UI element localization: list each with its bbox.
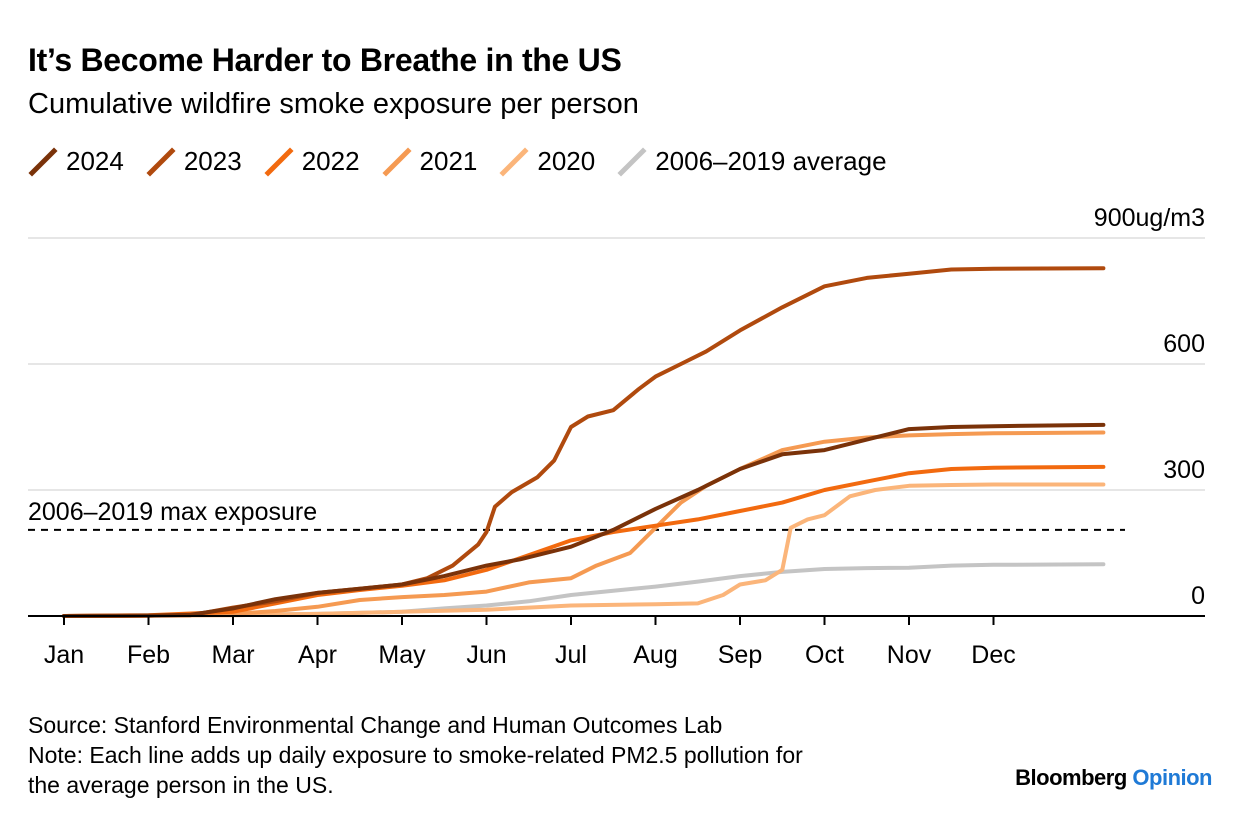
y-tick-label-600: 600 xyxy=(1163,330,1205,358)
x-tick-label-dec: Dec xyxy=(971,641,1015,669)
legend-item-2020: 2020 xyxy=(499,146,595,177)
legend-label-2023: 2023 xyxy=(183,146,242,176)
x-tick-label-oct: Oct xyxy=(805,641,844,669)
line-chart: 0 300 600 900ug/m3 2006–2019 max exposure J… xyxy=(28,204,1205,669)
legend-swatch-2006-2019-average xyxy=(617,146,647,177)
x-tick-label-feb: Feb xyxy=(127,641,170,669)
x-tick-label-may: May xyxy=(378,641,426,669)
legend-item-2021: 2021 xyxy=(381,146,478,177)
legend-swatch-2020 xyxy=(499,146,529,177)
y-tick-label-900: 900ug/m3 xyxy=(1094,204,1205,232)
x-tick-label-jul: Jul xyxy=(555,641,587,669)
legend-swatch-2021 xyxy=(381,146,412,177)
legend-item-2022: 2022 xyxy=(264,146,360,177)
legend-label-2024: 2024 xyxy=(66,146,124,176)
series-line-2020 xyxy=(62,482,1106,618)
methodology-note-line-2: the average person in the US. xyxy=(28,772,334,798)
x-tick-label-jun: Jun xyxy=(466,641,506,669)
chart-legend: 2024 2023 2022 2021 2020 2006–2019 average xyxy=(28,146,909,177)
source-note: Source: Stanford Environmental Change an… xyxy=(28,712,723,738)
brand-logo: Bloomberg Opinion xyxy=(1015,765,1212,791)
reference-line-group: 2006–2019 max exposure xyxy=(28,498,1125,531)
y-tick-labels: 0 300 600 900ug/m3 xyxy=(1094,204,1205,610)
chart-footer: Source: Stanford Environmental Change an… xyxy=(28,710,803,800)
x-tick-label-mar: Mar xyxy=(211,641,254,669)
brand-section: Opinion xyxy=(1132,765,1212,790)
y-tick-label-300: 300 xyxy=(1163,456,1205,484)
x-axis: Jan Feb Mar Apr May Jun Jul Aug Sep Oct Nov Dec xyxy=(28,615,1205,669)
legend-item-2006-2019-average: 2006–2019 average xyxy=(617,146,887,177)
legend-label-2021: 2021 xyxy=(419,146,478,176)
methodology-note-line-1: Note: Each line adds up daily exposure t… xyxy=(28,742,803,768)
legend-item-2024: 2024 xyxy=(28,146,124,177)
x-tick-label-sep: Sep xyxy=(718,641,762,669)
series-lines xyxy=(62,266,1106,618)
x-tick-label-nov: Nov xyxy=(887,641,932,669)
legend-item-2023: 2023 xyxy=(146,146,242,177)
legend-swatch-2022 xyxy=(264,146,294,177)
grid-lines xyxy=(28,237,1205,491)
x-tick-label-aug: Aug xyxy=(633,641,677,669)
legend-swatch-2024 xyxy=(28,146,58,177)
x-tick-label-apr: Apr xyxy=(298,641,337,669)
y-tick-label-0: 0 xyxy=(1191,582,1205,610)
legend-label-2006-2019-average: 2006–2019 average xyxy=(655,146,887,176)
legend-label-2022: 2022 xyxy=(301,146,360,176)
chart-subtitle: Cumulative wildfire smoke exposure per p… xyxy=(28,88,639,120)
brand-name: Bloomberg xyxy=(1015,765,1127,790)
series-line-2024 xyxy=(62,422,1106,618)
x-tick-label-jan: Jan xyxy=(44,641,84,669)
legend-swatch-2023 xyxy=(146,146,176,177)
chart-title: It’s Become Harder to Breathe in the US xyxy=(28,42,622,78)
legend-label-2020: 2020 xyxy=(537,146,596,176)
reference-line-label: 2006–2019 max exposure xyxy=(28,498,317,526)
